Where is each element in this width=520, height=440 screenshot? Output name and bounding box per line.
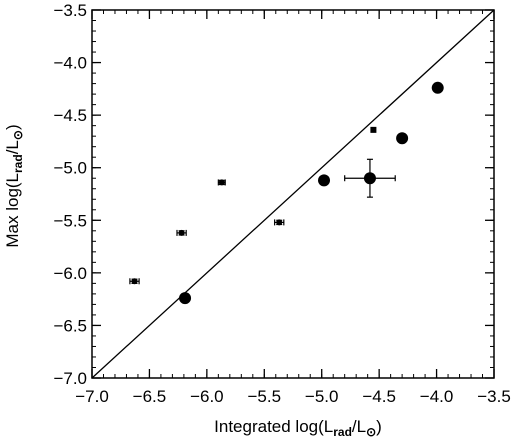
y-tick-label: −3.5 xyxy=(53,1,87,20)
y-tick-label: −4.0 xyxy=(53,54,87,73)
data-point xyxy=(276,219,283,226)
data-point xyxy=(431,81,444,94)
plot-layer: −7.0 −6.5 −6.0 −5.5 −5.0 −4.5 −4.0 −3.5 −7.0 −6.5… xyxy=(53,1,510,406)
x-tick-label: −4.5 xyxy=(362,387,396,406)
data-point xyxy=(179,292,192,305)
data-point xyxy=(318,174,331,187)
x-axis-title: Integrated log(Lrad/L⊙) xyxy=(214,417,382,439)
y-tick-label: −7.0 xyxy=(53,369,87,388)
y-tick-label: −6.5 xyxy=(53,316,87,335)
data-point xyxy=(218,179,225,186)
x-tick-label: −6.5 xyxy=(133,387,167,406)
y-tick-label: −5.0 xyxy=(53,159,87,178)
y-tick-label: −4.5 xyxy=(53,106,87,125)
x-tick-label: −6.0 xyxy=(190,387,224,406)
data-point xyxy=(370,126,377,133)
x-tick-label: −7.0 xyxy=(75,387,109,406)
y-tick-label: −6.0 xyxy=(53,264,87,283)
x-tick-label: −5.5 xyxy=(248,387,282,406)
x-tick-label: −5.0 xyxy=(305,387,339,406)
y-tick-label: −5.5 xyxy=(53,211,87,230)
x-tick-label: −3.5 xyxy=(477,387,511,406)
x-tick-label: −4.0 xyxy=(420,387,454,406)
data-point xyxy=(178,229,185,236)
reference-line xyxy=(91,9,495,379)
data-point xyxy=(363,172,376,185)
y-axis-title: Max log(Lrad/L⊙) xyxy=(3,124,25,247)
data-point xyxy=(396,132,409,145)
plot-frame xyxy=(91,9,495,379)
data-point xyxy=(131,278,138,285)
